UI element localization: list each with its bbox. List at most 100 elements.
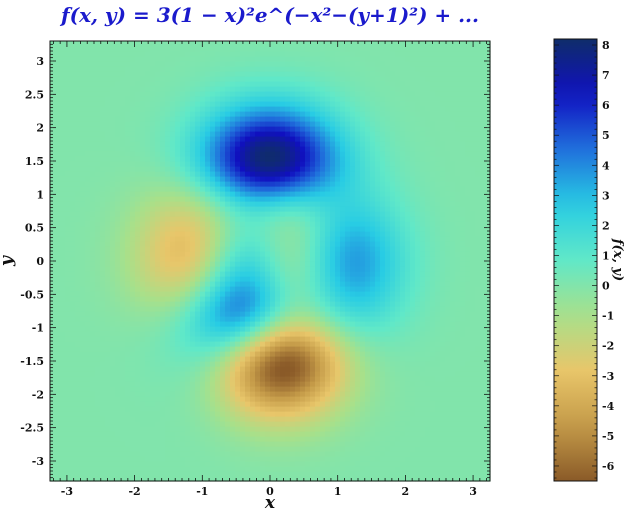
heatmap-cell: [190, 416, 196, 422]
heatmap-cell: [160, 341, 166, 347]
heatmap-cell: [130, 166, 136, 172]
heatmap-cell: [305, 326, 311, 332]
heatmap-cell: [55, 161, 61, 167]
heatmap-cell: [155, 261, 161, 267]
heatmap-cell: [260, 376, 266, 382]
heatmap-cell: [225, 196, 231, 202]
heatmap-cell: [320, 156, 326, 162]
heatmap-cell: [125, 296, 131, 302]
heatmap-cell: [215, 61, 221, 67]
heatmap-cell: [65, 336, 71, 342]
heatmap-cell: [140, 196, 146, 202]
heatmap-cell: [60, 421, 66, 427]
heatmap-cell: [85, 141, 91, 147]
heatmap-cell: [120, 221, 126, 227]
heatmap-cell: [185, 416, 191, 422]
heatmap-cell: [140, 391, 146, 397]
heatmap-cell: [75, 116, 81, 122]
heatmap-cell: [300, 321, 306, 327]
heatmap-cell: [135, 441, 141, 447]
heatmap-cell: [85, 156, 91, 162]
heatmap-cell: [165, 381, 171, 387]
heatmap-cell: [55, 446, 61, 452]
heatmap-cell: [90, 401, 96, 407]
heatmap-cell: [85, 376, 91, 382]
heatmap-cell: [180, 191, 186, 197]
heatmap-cell: [170, 156, 176, 162]
heatmap-cell: [155, 106, 161, 112]
heatmap-cell: [60, 236, 66, 242]
heatmap-cell: [80, 201, 86, 207]
heatmap-cell: [295, 366, 301, 372]
heatmap-cell: [275, 476, 281, 482]
heatmap-cell: [130, 466, 136, 472]
heatmap-cell: [135, 411, 141, 417]
heatmap-cell: [300, 396, 306, 402]
heatmap-cell: [325, 351, 331, 357]
heatmap-cell: [235, 216, 241, 222]
heatmap-cell: [300, 391, 306, 397]
heatmap-cell: [185, 201, 191, 207]
heatmap-cell: [50, 371, 56, 377]
heatmap-cell: [260, 176, 266, 182]
heatmap-cell: [295, 111, 301, 117]
heatmap-cell: [180, 356, 186, 362]
heatmap-cell: [205, 386, 211, 392]
heatmap-cell: [130, 441, 136, 447]
heatmap-cell: [185, 336, 191, 342]
heatmap-cell: [240, 286, 246, 292]
heatmap-cell: [100, 441, 106, 447]
heatmap-cell: [310, 116, 316, 122]
heatmap-cell: [160, 431, 166, 437]
heatmap-cell: [65, 56, 71, 62]
heatmap-cell: [195, 136, 201, 142]
heatmap-cell: [250, 341, 256, 347]
heatmap-cell: [125, 366, 131, 372]
heatmap-cell: [310, 306, 316, 312]
heatmap-cell: [110, 436, 116, 442]
heatmap-cell: [135, 156, 141, 162]
heatmap-cell: [130, 161, 136, 167]
heatmap-cell: [310, 156, 316, 162]
heatmap-cell: [230, 206, 236, 212]
heatmap-cell: [225, 326, 231, 332]
heatmap-cell: [155, 466, 161, 472]
heatmap-cell: [325, 231, 331, 237]
heatmap-cell: [310, 441, 316, 447]
heatmap-cell: [190, 431, 196, 437]
heatmap-cell: [55, 246, 61, 252]
heatmap-cell: [295, 351, 301, 357]
heatmap-cell: [210, 226, 216, 232]
heatmap-cell: [105, 411, 111, 417]
heatmap-cell: [90, 441, 96, 447]
heatmap-cell: [100, 266, 106, 272]
heatmap-cell: [260, 256, 266, 262]
heatmap-cell: [65, 326, 71, 332]
heatmap-cell: [90, 81, 96, 87]
heatmap-cell: [155, 386, 161, 392]
heatmap-cell: [320, 376, 326, 382]
heatmap-cell: [300, 466, 306, 472]
heatmap-cell: [170, 166, 176, 172]
heatmap-cell: [230, 96, 236, 102]
heatmap-cell: [150, 406, 156, 412]
heatmap-cell: [165, 131, 171, 137]
heatmap-cell: [195, 321, 201, 327]
heatmap-cell: [260, 341, 266, 347]
heatmap-cell: [260, 76, 266, 82]
heatmap-cell: [165, 436, 171, 442]
heatmap-cell: [300, 326, 306, 332]
heatmap-cell: [95, 301, 101, 307]
heatmap-cell: [180, 466, 186, 472]
heatmap-cell: [225, 251, 231, 257]
heatmap-cell: [315, 86, 321, 92]
heatmap-cell: [135, 191, 141, 197]
heatmap-cell: [320, 246, 326, 252]
heatmap-cell: [85, 151, 91, 157]
heatmap-cell: [230, 196, 236, 202]
heatmap-cell: [205, 86, 211, 92]
heatmap-cell: [225, 336, 231, 342]
heatmap-cell: [130, 251, 136, 257]
heatmap-cell: [110, 476, 116, 482]
heatmap-cell: [245, 401, 251, 407]
